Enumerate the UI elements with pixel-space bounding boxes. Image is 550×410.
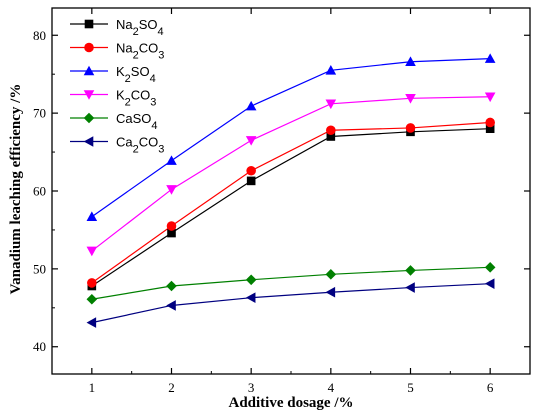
legend-marker — [84, 19, 94, 29]
data-point — [166, 280, 177, 292]
data-point — [325, 286, 336, 298]
legend-label: K2SO4 — [116, 64, 156, 85]
legend-text-part: CO — [131, 88, 151, 103]
data-point — [167, 228, 176, 238]
legend-subscript: 3 — [158, 144, 164, 156]
legend-text-part: SO — [139, 17, 158, 32]
legend-subscript: 4 — [151, 120, 157, 132]
data-point — [484, 53, 496, 63]
legend-label: K2CO3 — [116, 88, 156, 109]
x-axis-title: Additive dosage /% — [228, 395, 353, 410]
data-point — [325, 99, 337, 110]
legend-subscript: 2 — [125, 97, 131, 109]
legend-text-part: K — [116, 64, 125, 79]
data-point — [405, 265, 416, 276]
legend-text-part: CO — [139, 135, 159, 150]
series-line-5 — [91, 283, 491, 324]
data-point — [405, 123, 416, 133]
data-point — [485, 124, 495, 134]
legend-subscript: 2 — [133, 26, 139, 38]
legend-subscript: 3 — [158, 50, 164, 62]
data-point — [245, 274, 257, 286]
data-point — [325, 269, 337, 280]
legend-label: CaSO4 — [116, 111, 158, 132]
series-line-2 — [91, 58, 491, 218]
legend-subscript: 4 — [150, 73, 156, 85]
data-point — [245, 292, 256, 303]
legend-subscript: 3 — [150, 97, 156, 109]
legend-marker — [83, 136, 94, 147]
y-axis-title: Vanadium leaching efficiency /% — [8, 84, 24, 295]
legend-text-part: Ca — [116, 135, 133, 150]
legend-marker — [83, 90, 95, 100]
data-point — [485, 117, 495, 128]
data-point — [246, 165, 256, 176]
y-tick-label: 60 — [33, 184, 46, 199]
series-line-0 — [91, 128, 491, 287]
x-tick-label: 4 — [328, 380, 335, 395]
data-point — [405, 94, 416, 104]
data-point — [245, 100, 257, 111]
data-point — [245, 136, 257, 146]
y-tick-label: 50 — [33, 261, 46, 276]
data-point — [484, 92, 496, 103]
data-point — [484, 262, 496, 273]
x-tick-label: 1 — [89, 380, 96, 395]
data-point — [405, 56, 416, 67]
legend-marker — [83, 112, 95, 124]
legend-text-part: SO — [131, 64, 150, 79]
data-point — [405, 282, 415, 293]
data-point — [86, 211, 98, 221]
y-tick-label: 70 — [33, 106, 46, 121]
x-tick-label: 3 — [248, 380, 255, 395]
legend-subscript: 2 — [133, 144, 139, 156]
data-point — [166, 221, 177, 231]
legend-subscript: 2 — [133, 50, 139, 62]
series-markers — [86, 53, 496, 328]
series-line-1 — [91, 121, 491, 284]
legend-text-part: CO — [139, 41, 159, 56]
data-point — [87, 278, 97, 288]
x-tick-label: 6 — [487, 380, 494, 395]
legend-subscript: 2 — [125, 73, 131, 85]
plot-frame — [51, 7, 531, 375]
legend-text-part: K — [116, 88, 125, 103]
data-point — [86, 246, 98, 257]
legend-text-part: Na — [116, 41, 133, 56]
y-tick-label: 40 — [33, 339, 46, 354]
legend-text-part: Na — [116, 17, 133, 32]
series-line-4 — [91, 266, 491, 300]
series-lines — [91, 58, 491, 324]
data-point — [484, 278, 495, 289]
x-tick-label: 5 — [407, 380, 414, 395]
data-point — [326, 125, 336, 136]
legend-label: Na2SO4 — [116, 17, 164, 38]
legend-marker — [83, 65, 95, 76]
data-point — [166, 185, 177, 195]
y-tick-label: 80 — [33, 28, 46, 43]
data-point — [166, 300, 176, 311]
x-tick-label: 2 — [168, 380, 175, 395]
legend-marker — [84, 42, 94, 53]
legend-text-part: CaSO — [116, 111, 151, 126]
data-point — [166, 155, 177, 165]
series-line-3 — [91, 96, 491, 252]
legend-subscript: 4 — [158, 26, 164, 38]
legend-label: Na2CO3 — [116, 41, 164, 62]
data-point — [325, 64, 337, 75]
legend-label: Ca2CO3 — [116, 135, 164, 156]
data-point — [246, 176, 256, 186]
data-point — [86, 317, 97, 328]
data-point — [326, 132, 336, 141]
data-point — [86, 293, 98, 305]
